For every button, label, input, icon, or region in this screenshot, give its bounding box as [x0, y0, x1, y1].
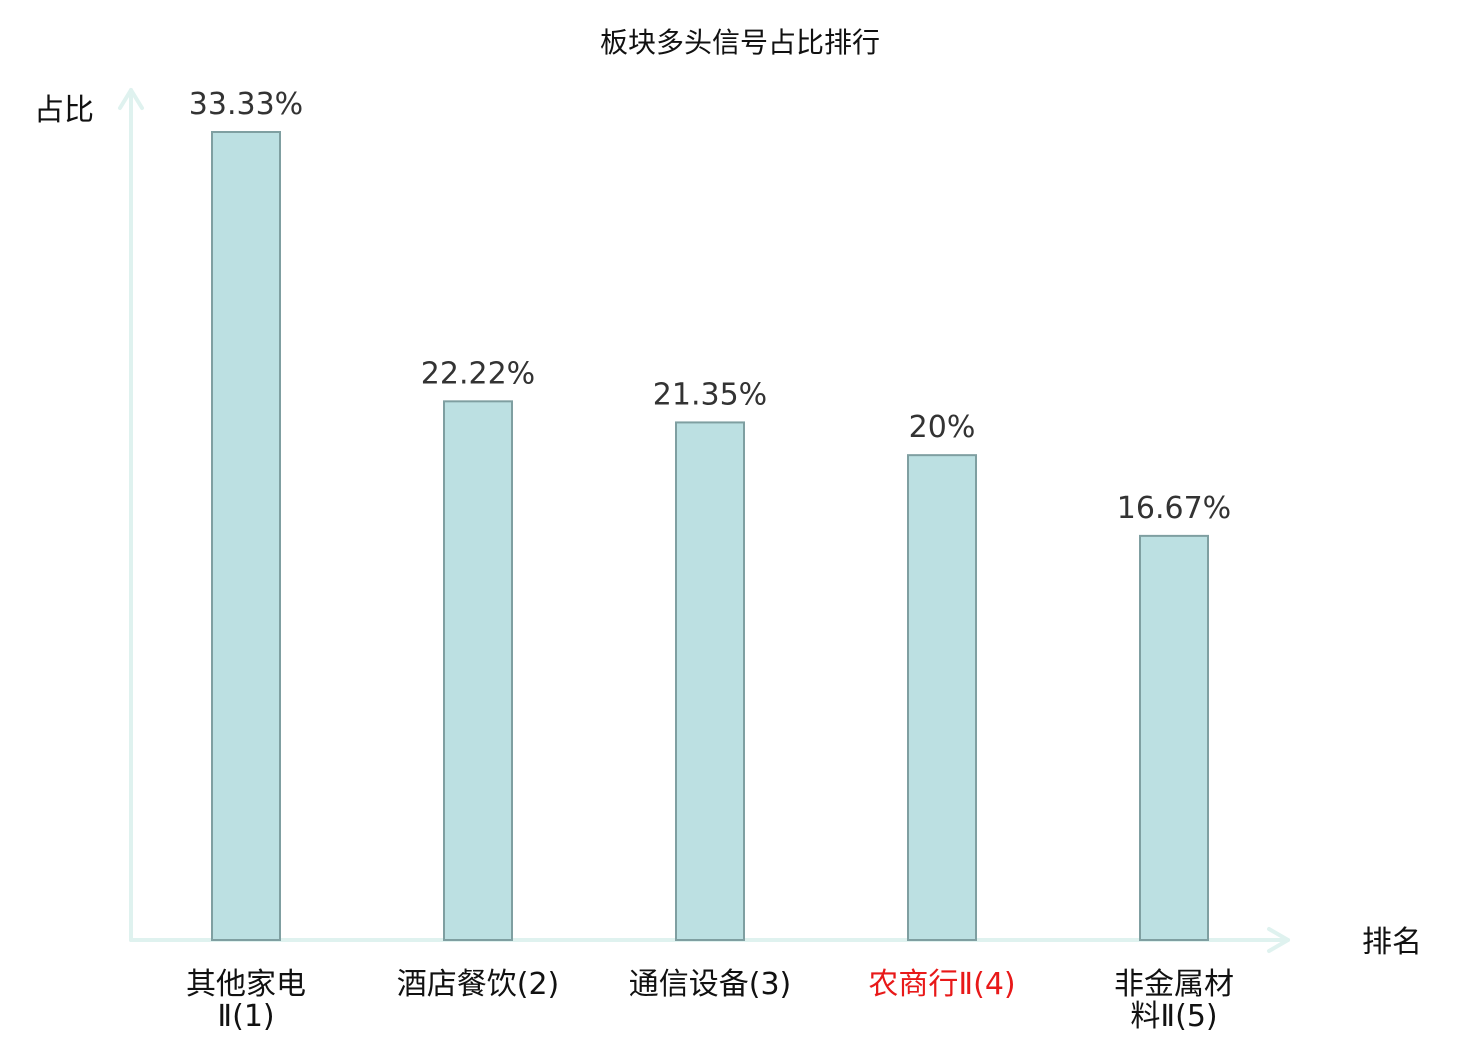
category-label-line: Ⅱ(1): [217, 999, 274, 1034]
bar-5: [1139, 534, 1209, 941]
y-axis-title: 占比: [34, 93, 94, 128]
value-label-4: 20%: [909, 410, 976, 445]
category-label-line: 非金属材: [1114, 967, 1234, 1002]
x-axis-arrow: [1267, 927, 1290, 953]
category-label-1: 其他家电 Ⅱ(1): [186, 967, 306, 1034]
category-label-5: 非金属材料Ⅱ(5): [1114, 967, 1234, 1034]
category-label-2: 酒店餐饮(2): [397, 967, 560, 1002]
x-axis-title: 排名: [1362, 925, 1422, 960]
bars-group: 33.33% 其他家电 Ⅱ(1) 22.22% 酒店餐饮(2) 21.35% 通信设备(3)…: [186, 87, 1234, 1034]
category-label-line: 农商行Ⅱ(4): [868, 967, 1015, 1002]
value-label-2: 22.22%: [421, 356, 535, 391]
bar-1: [211, 131, 281, 941]
bar-4: [907, 454, 977, 941]
value-label-3: 21.35%: [653, 377, 767, 412]
category-label-3: 通信设备(3): [629, 967, 792, 1002]
bar-3: [675, 421, 745, 941]
category-label-line: 酒店餐饮(2): [397, 967, 560, 1002]
category-label-line: 通信设备(3): [629, 967, 792, 1002]
category-label-line: 料Ⅱ(5): [1130, 999, 1217, 1034]
bar-2: [443, 400, 513, 942]
chart-title: 板块多头信号占比排行: [600, 26, 880, 59]
value-label-5: 16.67%: [1117, 491, 1231, 526]
category-label-line: 其他家电: [186, 967, 306, 1002]
category-label-4: 农商行Ⅱ(4): [868, 967, 1015, 1002]
y-axis-arrow: [118, 88, 144, 110]
value-label-1: 33.33%: [189, 87, 303, 122]
